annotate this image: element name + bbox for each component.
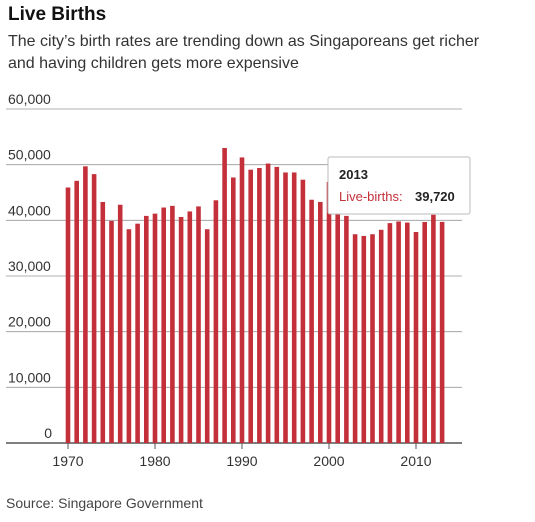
bar-1974[interactable]	[100, 201, 106, 443]
bar-chart: 0 10,000 20,000 30,000 40,000 50,000 60,000 19…	[6, 91, 471, 469]
bar-1978[interactable]	[135, 223, 140, 443]
bar-1980[interactable]	[152, 213, 158, 443]
bar-1970[interactable]	[65, 187, 71, 443]
bar-1981[interactable]	[161, 207, 166, 443]
bar-1996[interactable]	[291, 172, 297, 443]
x-tick-label: 1980	[139, 453, 170, 469]
bar-1975[interactable]	[109, 220, 114, 443]
bar-1991[interactable]	[248, 169, 253, 443]
y-tick-label: 60,000	[8, 91, 51, 107]
bar-2008[interactable]	[396, 221, 401, 443]
bar-2010[interactable]	[413, 232, 419, 443]
y-tick-label: 30,000	[8, 258, 51, 274]
bar-1973[interactable]	[91, 174, 97, 443]
bar-1987[interactable]	[213, 200, 219, 443]
bar-1985[interactable]	[196, 206, 201, 443]
bar-1999[interactable]	[318, 201, 323, 443]
x-tick-label: 1990	[226, 453, 257, 469]
bar-2003[interactable]	[352, 234, 358, 443]
bar-1993[interactable]	[265, 163, 271, 444]
y-tick-label: 40,000	[8, 202, 51, 218]
bar-1995[interactable]	[283, 172, 288, 443]
bar-2006[interactable]	[378, 229, 384, 443]
bar-1972[interactable]	[83, 166, 88, 443]
bar-1984[interactable]	[187, 211, 193, 443]
y-tick-label: 20,000	[8, 314, 51, 330]
bar-1998[interactable]	[309, 199, 314, 443]
bar-2000[interactable]	[326, 181, 332, 444]
bar-1994[interactable]	[274, 166, 280, 443]
bar-1976[interactable]	[117, 204, 123, 443]
y-tick-label: 50,000	[8, 147, 51, 163]
bars	[65, 147, 445, 444]
bar-2011[interactable]	[422, 222, 427, 443]
bar-2004[interactable]	[361, 235, 367, 443]
x-axis: 1970 1980 1990 2000 2010	[52, 443, 432, 469]
bar-2001[interactable]	[335, 211, 340, 443]
bar-1971[interactable]	[74, 180, 79, 443]
bar-1990[interactable]	[239, 157, 245, 443]
x-tick-label: 1970	[52, 453, 83, 469]
bar-2007[interactable]	[387, 223, 393, 443]
bar-2002[interactable]	[344, 215, 349, 443]
bar-1982[interactable]	[170, 205, 175, 443]
x-tick-label: 2010	[400, 453, 431, 469]
x-tick-label: 2000	[313, 453, 344, 469]
y-tick-label: 10,000	[8, 369, 51, 385]
chart-subtitle: The city’s birth rates are trending down…	[8, 33, 480, 72]
bar-1988[interactable]	[222, 147, 227, 443]
bar-1997[interactable]	[300, 179, 306, 443]
bar-2005[interactable]	[370, 234, 375, 443]
bar-1977[interactable]	[126, 229, 132, 443]
source-note: Source: Singapore Government	[6, 495, 203, 511]
bar-1983[interactable]	[178, 216, 184, 443]
bar-1989[interactable]	[231, 177, 236, 443]
y-tick-label: 0	[44, 425, 52, 441]
chart-title: Live Births	[8, 4, 107, 25]
bar-2009[interactable]	[405, 222, 410, 443]
bar-1986[interactable]	[204, 229, 210, 443]
bar-1992[interactable]	[257, 168, 262, 443]
tooltip: 2013 Live-births: 39,720	[327, 156, 471, 215]
tooltip-label: Live-births:	[339, 189, 403, 204]
bar-2012[interactable]	[431, 214, 436, 443]
bar-1979[interactable]	[144, 215, 149, 443]
y-axis-tick-labels: 0 10,000 20,000 30,000 40,000 50,000 60,000	[8, 91, 52, 441]
bar-2013[interactable]	[439, 221, 445, 443]
tooltip-value: 39,720	[415, 189, 455, 204]
tooltip-year: 2013	[339, 167, 368, 182]
tooltip-box	[327, 156, 471, 215]
